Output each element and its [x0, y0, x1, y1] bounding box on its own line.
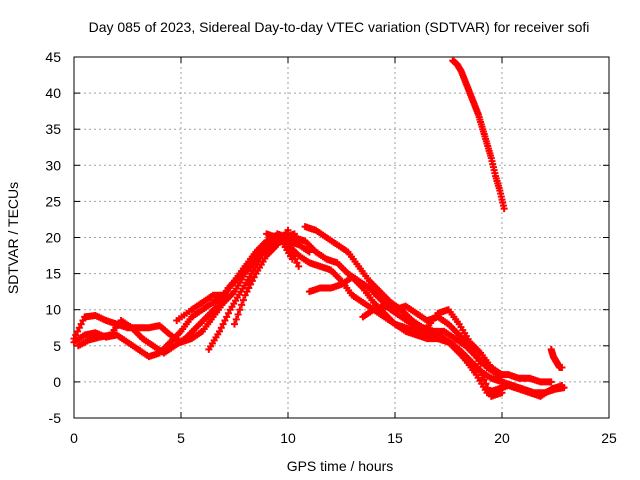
- data-point: [500, 205, 508, 213]
- data-point: [247, 280, 255, 288]
- y-tick-label: 20: [45, 230, 61, 246]
- series-pass-10: [305, 273, 506, 400]
- y-tick-label: 5: [53, 338, 61, 354]
- y-tick-label: 10: [45, 302, 61, 318]
- data-point: [224, 309, 232, 317]
- data-point: [245, 284, 253, 292]
- data-point: [498, 389, 506, 397]
- data-point: [221, 317, 229, 325]
- x-tick-label: 25: [601, 430, 617, 446]
- data-point: [288, 255, 296, 263]
- data-point: [243, 288, 251, 296]
- data-point: [498, 371, 506, 379]
- data-point: [482, 380, 490, 388]
- y-tick-label: 15: [45, 266, 61, 282]
- data-point: [231, 320, 238, 328]
- series-pass-8: [301, 223, 555, 386]
- data-point: [250, 273, 258, 281]
- x-tick-label: 5: [177, 430, 185, 446]
- data-point: [236, 306, 244, 314]
- y-tick-label: -5: [49, 410, 62, 426]
- data-point: [234, 311, 242, 319]
- data-point: [305, 248, 313, 256]
- data-point: [295, 262, 303, 270]
- data-point: [558, 363, 566, 371]
- y-tick-label: 30: [45, 157, 61, 173]
- data-point: [223, 313, 231, 321]
- y-tick-label: 0: [53, 374, 61, 390]
- series-pass-5: [205, 230, 298, 353]
- data-point: [484, 384, 492, 392]
- data-point: [486, 388, 494, 396]
- series-pass-12: [423, 306, 506, 379]
- data-point: [239, 296, 247, 304]
- grid-lines: [74, 57, 609, 418]
- y-axis-title: SDTVAR / TECUs: [5, 182, 21, 294]
- data-point: [79, 317, 87, 325]
- data-point: [232, 315, 240, 323]
- x-tick-label: 15: [387, 430, 403, 446]
- x-tick-label: 20: [494, 430, 510, 446]
- data-point: [478, 371, 486, 379]
- data-point: [248, 277, 256, 285]
- axis-ticks: 0 5 10 15 20 25 -5 0 5 10 15 20 25 30 35 40 45: [45, 49, 617, 446]
- data-point: [72, 331, 80, 339]
- y-tick-label: 35: [45, 121, 61, 137]
- data-points: [70, 57, 568, 400]
- data-point: [480, 375, 488, 383]
- data-point: [241, 291, 249, 299]
- data-point: [219, 320, 227, 328]
- data-point: [216, 327, 224, 335]
- data-point: [74, 327, 82, 335]
- data-point: [238, 301, 246, 309]
- data-point: [477, 360, 485, 368]
- data-point: [284, 226, 292, 234]
- x-tick-label: 0: [70, 430, 78, 446]
- data-point: [70, 335, 78, 343]
- chart-title: Day 085 of 2023, Sidereal Day-to-day VTE…: [89, 19, 590, 35]
- x-axis-title: GPS time / hours: [287, 458, 394, 474]
- y-tick-label: 40: [45, 85, 61, 101]
- data-point: [77, 320, 85, 328]
- series-pass-13: [449, 57, 508, 213]
- data-point: [477, 367, 485, 375]
- data-point: [217, 324, 225, 332]
- data-point: [547, 378, 555, 386]
- y-tick-label: 45: [45, 49, 61, 65]
- data-point: [293, 259, 301, 267]
- y-tick-label: 25: [45, 193, 61, 209]
- x-tick-label: 10: [280, 430, 296, 446]
- series-pass-11: [359, 302, 485, 368]
- series-pass-14: [547, 345, 566, 371]
- data-point: [558, 382, 566, 390]
- data-point: [75, 324, 83, 332]
